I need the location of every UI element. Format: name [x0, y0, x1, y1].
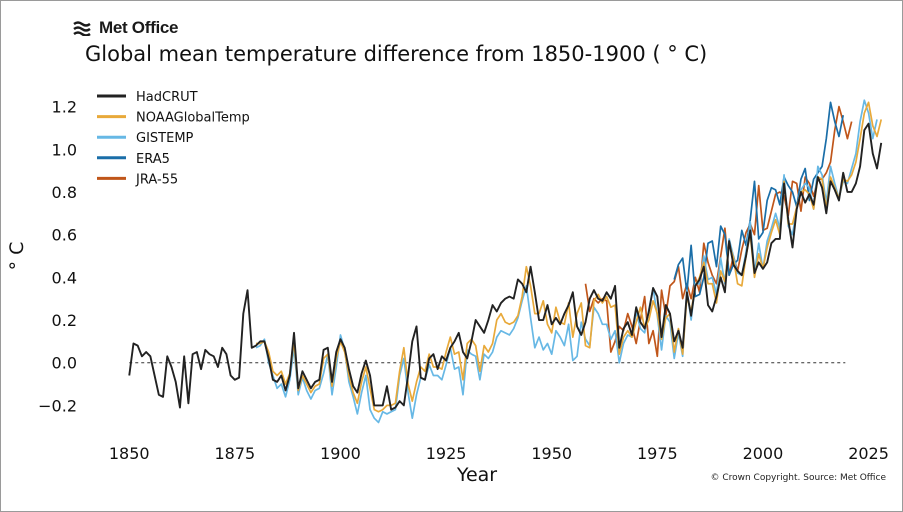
- x-tick-label: 1950: [531, 444, 572, 463]
- x-tick-label: 1975: [637, 444, 678, 463]
- legend-label-noaaglobaltemp: NOAAGlobalTemp: [136, 111, 250, 126]
- y-tick-label: 0.2: [52, 311, 77, 330]
- legend-label-gistemp: GISTEMP: [136, 131, 194, 146]
- chart-title: Global mean temperature difference from …: [85, 42, 707, 66]
- x-tick-label: 1875: [215, 444, 256, 463]
- y-tick-label: 1.0: [52, 140, 77, 159]
- y-tick-label: 0.8: [52, 183, 77, 202]
- legend-label-jra-55: JRA-55: [135, 172, 178, 187]
- series-line-jra-55: [584, 105, 853, 358]
- x-tick-label: 2000: [743, 444, 784, 463]
- axis-ticks: 1850 1875 1900 1925 1950 1975 2000 2025 −0.2 0.0 0…: [38, 98, 889, 463]
- x-tick-label: 1850: [109, 444, 150, 463]
- y-tick-label: 0.0: [52, 354, 77, 373]
- series-lines: [128, 99, 883, 424]
- met-office-logo-text: Met Office: [99, 18, 179, 37]
- legend-label-era5: ERA5: [136, 152, 170, 167]
- copyright-credit: © Crown Copyright. Source: Met Office: [710, 473, 886, 483]
- met-office-wave-icon: [73, 21, 91, 36]
- y-tick-label: 0.6: [52, 226, 77, 245]
- series-line-era5: [673, 101, 845, 298]
- x-tick-label: 1925: [426, 444, 467, 463]
- y-tick-label: 0.4: [52, 268, 77, 287]
- x-tick-label: 2025: [848, 444, 889, 463]
- y-tick-label: 1.2: [52, 98, 77, 117]
- x-tick-label: 1900: [320, 444, 361, 463]
- series-line-gistemp: [255, 99, 878, 424]
- met-office-logo: Met Office: [73, 18, 178, 38]
- y-tick-label: −0.2: [38, 396, 77, 415]
- legend-label-hadcrut: HadCRUT: [136, 90, 198, 105]
- series-line-noaaglobaltemp: [255, 101, 883, 413]
- legend: HadCRUT NOAAGlobalTemp GISTEMP ERA5 JRA-55: [97, 90, 250, 187]
- x-axis-title: Year: [456, 464, 497, 486]
- y-axis-title: ° C: [6, 242, 28, 271]
- series-line-hadcrut: [128, 122, 883, 411]
